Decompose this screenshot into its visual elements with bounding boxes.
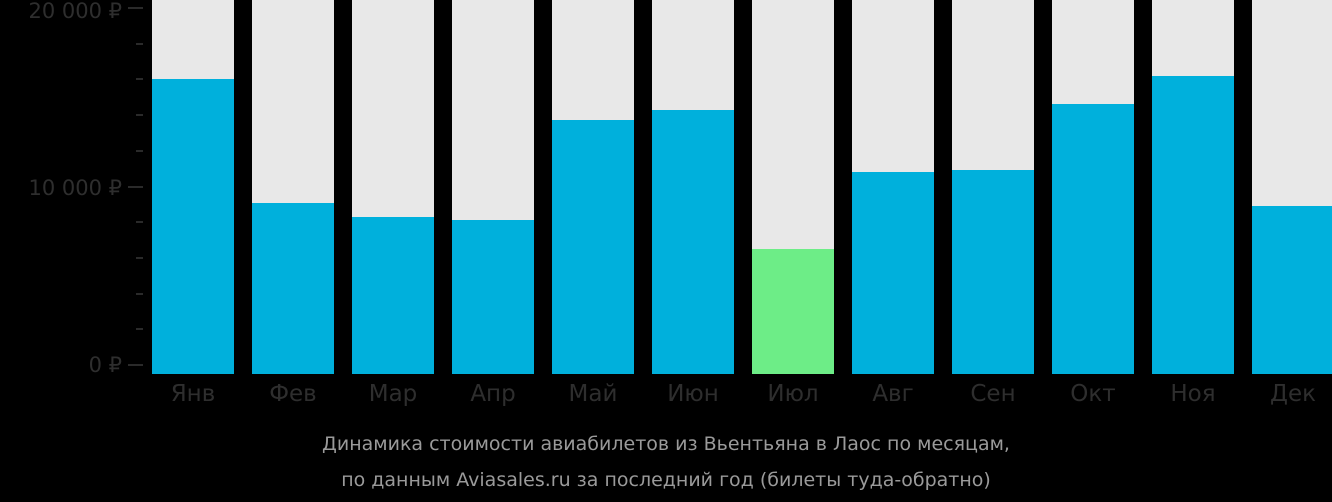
bar-6 <box>652 0 734 374</box>
chart-caption-line2: по данным Aviasales.ru за последний год … <box>341 469 991 491</box>
y-tick-label-20000: 20 000 ₽ <box>28 0 122 23</box>
y-tick-label-10000: 10 000 ₽ <box>28 176 122 200</box>
x-tick-label: Май <box>568 381 618 407</box>
y-tick-mark <box>128 364 143 366</box>
x-tick-label: Ноя <box>1170 381 1216 407</box>
bar-value-fill <box>152 79 234 374</box>
bar-value-fill <box>1052 104 1134 374</box>
y-tick-mark <box>128 7 143 9</box>
x-tick-label: Окт <box>1070 381 1116 407</box>
x-tick-label: Фев <box>269 381 317 407</box>
bar-5 <box>552 0 634 374</box>
y-tick-mark <box>136 328 143 330</box>
bar-12 <box>1252 0 1332 374</box>
x-tick-label: Июл <box>767 381 819 407</box>
y-tick-mark <box>136 114 143 116</box>
bar-3 <box>352 0 434 374</box>
x-tick-label: Апр <box>470 381 516 407</box>
y-tick-mark <box>136 43 143 45</box>
y-tick-mark <box>128 186 143 188</box>
bar-value-fill <box>552 120 634 374</box>
bar-value-fill <box>652 109 734 374</box>
bar-value-fill <box>952 170 1034 374</box>
bar-value-fill <box>1152 75 1234 374</box>
y-tick-mark <box>136 150 143 152</box>
bar-value-fill <box>852 172 934 374</box>
x-tick-label: Дек <box>1269 381 1316 407</box>
bar-11 <box>1152 0 1234 374</box>
bar-value-fill <box>452 220 534 374</box>
y-tick-label-0: 0 ₽ <box>88 353 122 377</box>
bar-8 <box>852 0 934 374</box>
bar-value-fill <box>352 216 434 374</box>
x-tick-label: Янв <box>170 381 216 407</box>
bar-value-fill <box>252 202 334 374</box>
bar-7 <box>752 0 834 374</box>
x-tick-label: Мар <box>368 381 418 407</box>
x-tick-label: Авг <box>872 381 914 407</box>
bar-10 <box>1052 0 1134 374</box>
y-tick-mark <box>136 78 143 80</box>
bar-9 <box>952 0 1034 374</box>
bar-2 <box>252 0 334 374</box>
bar-4 <box>452 0 534 374</box>
y-tick-mark <box>136 293 143 295</box>
x-tick-label: Сен <box>970 381 1016 407</box>
bar-1 <box>152 0 234 374</box>
chart-caption-line1: Динамика стоимости авиабилетов из Вьенть… <box>322 433 1010 455</box>
y-tick-mark <box>136 257 143 259</box>
bar-value-fill <box>1252 206 1332 374</box>
bar-value-fill <box>752 248 834 374</box>
x-tick-label: Июн <box>667 381 719 407</box>
y-tick-mark <box>136 221 143 223</box>
